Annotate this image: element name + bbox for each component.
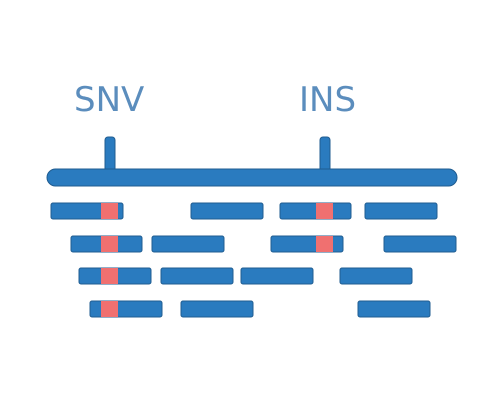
read — [270, 235, 344, 253]
snv-variant-mark — [101, 301, 118, 317]
ins-label: INS — [299, 80, 357, 120]
read — [50, 202, 124, 220]
reference-sequence — [46, 168, 458, 187]
read — [279, 202, 352, 220]
read — [357, 300, 431, 318]
read — [160, 267, 234, 285]
read — [70, 235, 143, 253]
read — [151, 235, 225, 253]
ins-site-marker — [319, 136, 331, 174]
read — [89, 300, 163, 318]
read — [339, 267, 413, 285]
read — [190, 202, 264, 220]
snv-variant-mark — [101, 236, 118, 252]
ins-variant-mark — [316, 236, 333, 252]
read — [180, 300, 254, 318]
read — [383, 235, 457, 253]
read — [78, 267, 152, 285]
ins-variant-mark — [316, 203, 333, 219]
snv-variant-mark — [101, 203, 118, 219]
read — [364, 202, 438, 220]
snv-label: SNV — [74, 80, 145, 120]
snv-site-marker — [104, 136, 116, 174]
read — [240, 267, 314, 285]
snv-variant-mark — [101, 268, 118, 284]
